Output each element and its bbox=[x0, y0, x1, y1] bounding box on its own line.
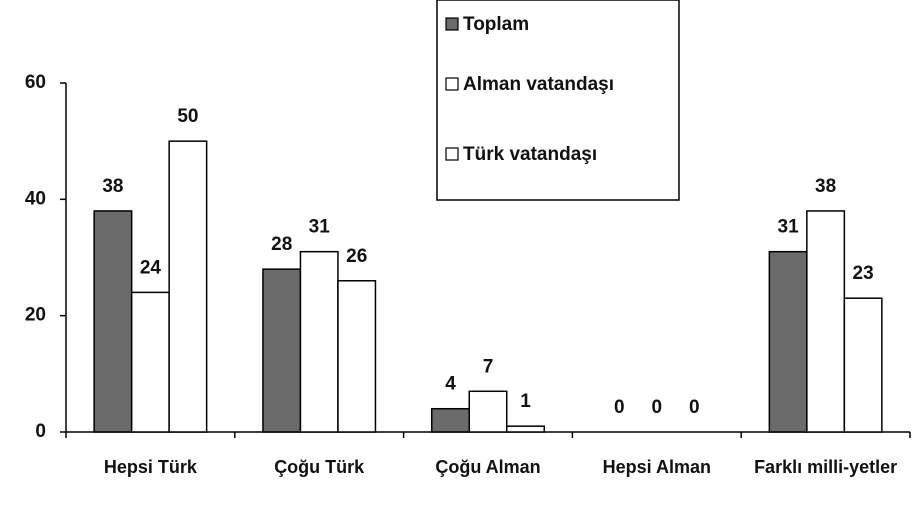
legend-swatch bbox=[445, 147, 459, 161]
y-tick-label: 0 bbox=[35, 421, 46, 442]
y-tick-label: 60 bbox=[25, 72, 46, 93]
y-tick-label: 20 bbox=[25, 305, 46, 326]
data-label: 38 bbox=[815, 176, 836, 197]
bar bbox=[130, 291, 170, 433]
data-label: 50 bbox=[177, 106, 198, 127]
data-label: 31 bbox=[778, 217, 800, 238]
data-label: 1 bbox=[520, 391, 531, 412]
data-label: 0 bbox=[652, 397, 663, 418]
bar bbox=[299, 250, 339, 433]
bar bbox=[337, 280, 377, 433]
legend-box bbox=[436, 0, 680, 201]
legend-label: Alman vatandaşı bbox=[463, 74, 614, 95]
bar bbox=[168, 140, 208, 433]
data-label: 28 bbox=[271, 234, 292, 255]
x-tick-label: Farklı milli-yetler bbox=[754, 457, 898, 477]
y-tick-label: 40 bbox=[25, 188, 46, 209]
legend-label: Toplam bbox=[463, 14, 529, 35]
bar bbox=[768, 250, 808, 433]
bar bbox=[506, 425, 545, 433]
bar bbox=[93, 210, 133, 433]
data-label: 0 bbox=[689, 397, 700, 418]
bar bbox=[843, 297, 883, 433]
legend-swatch bbox=[445, 17, 459, 31]
bar bbox=[806, 210, 846, 433]
data-label: 31 bbox=[309, 217, 331, 238]
data-label: 7 bbox=[483, 356, 494, 377]
data-label: 0 bbox=[614, 397, 625, 418]
x-tick-label: Hepsi Alman bbox=[602, 457, 711, 477]
data-label: 38 bbox=[102, 176, 123, 197]
data-label: 26 bbox=[346, 246, 367, 267]
x-tick-label: Çoğu Alman bbox=[435, 457, 541, 477]
data-label: 23 bbox=[853, 263, 874, 284]
data-label: 24 bbox=[140, 257, 162, 278]
x-tick-label: Çoğu Türk bbox=[274, 457, 365, 477]
legend-label: Türk vatandaşı bbox=[463, 144, 597, 165]
data-label: 4 bbox=[445, 374, 456, 395]
bar bbox=[468, 390, 508, 433]
bar bbox=[262, 268, 302, 433]
x-tick-label: Hepsi Türk bbox=[103, 457, 197, 477]
bar bbox=[431, 407, 470, 433]
legend-swatch bbox=[445, 77, 459, 91]
